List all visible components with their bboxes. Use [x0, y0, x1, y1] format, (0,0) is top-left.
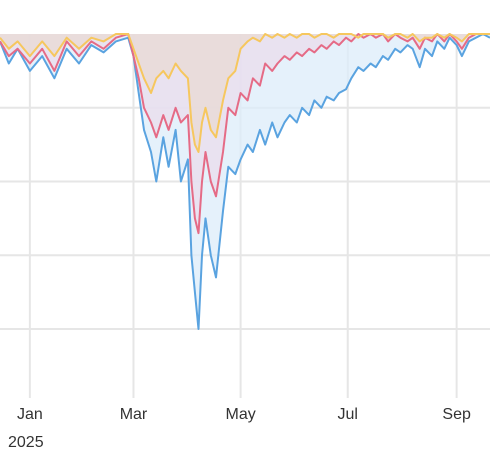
series-2-line: [0, 33, 490, 153]
x-tick-label-sep: Sep: [442, 406, 471, 423]
x-tick-label-jan: Jan: [17, 406, 43, 423]
series-1-line: [0, 33, 490, 235]
series-2-area: [0, 34, 490, 152]
series-1-area: [0, 34, 490, 234]
x-tick-label-jul: Jul: [338, 406, 358, 423]
x-axis-year-label: 2025: [8, 434, 44, 451]
series-areas: [0, 34, 490, 329]
x-tick-label-mar: Mar: [120, 406, 148, 423]
series-lines: [0, 33, 490, 330]
x-tick-label-may: May: [225, 406, 255, 423]
x-axis-ticks: Jan Mar May Jul Sep: [17, 406, 471, 423]
